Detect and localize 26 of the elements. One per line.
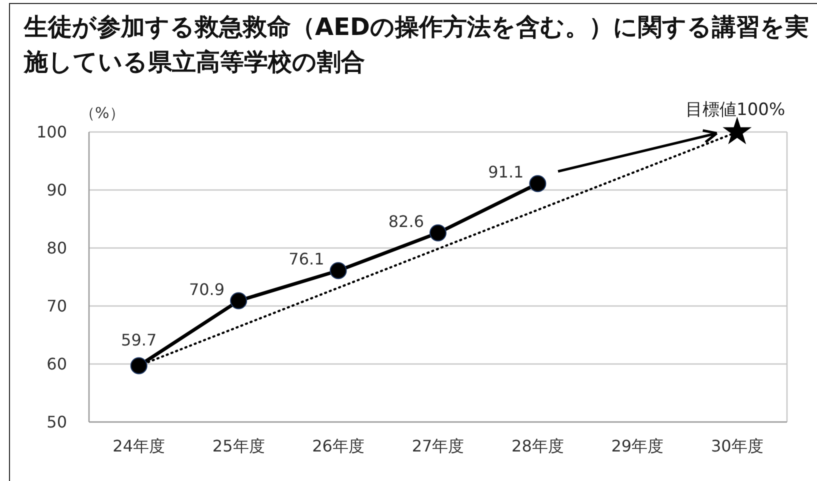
x-tick-label: 25年度 [212,436,265,456]
x-tick-label: 27年度 [412,436,464,456]
point [230,292,248,310]
x-tick-label: 30年度 [710,436,764,456]
point [130,357,148,374]
data-label: 59.7 [121,330,157,350]
x-tick-label: 24年度 [112,436,166,456]
x-tick-label: 26年度 [312,436,364,456]
data-label: 76.1 [288,250,324,269]
y-tick-label: 80 [46,238,67,258]
y-tick-label: 50 [46,412,67,432]
data-label: 目標値100% [686,100,786,120]
y-axis-title: （%） [80,104,124,123]
y-tick-label: 70 [46,296,67,316]
point [430,224,446,242]
y-tick-label: 60 [46,354,67,374]
data-label: 91.1 [488,162,524,182]
chart-title: 生徒が参加する救急救命（AEDの操作方法を含む。）に関する講習を実施している県立高等学校の割合 [24,12,810,78]
data-label: 70.9 [188,280,225,299]
point [529,175,546,192]
y-tick-label: 90 [46,180,67,200]
point [330,262,347,280]
x-tick-label: 29年度 [611,436,664,456]
data-label: 82.6 [388,212,424,231]
y-tick-label: 100 [36,122,67,142]
x-tick-label: 28年度 [512,436,564,456]
